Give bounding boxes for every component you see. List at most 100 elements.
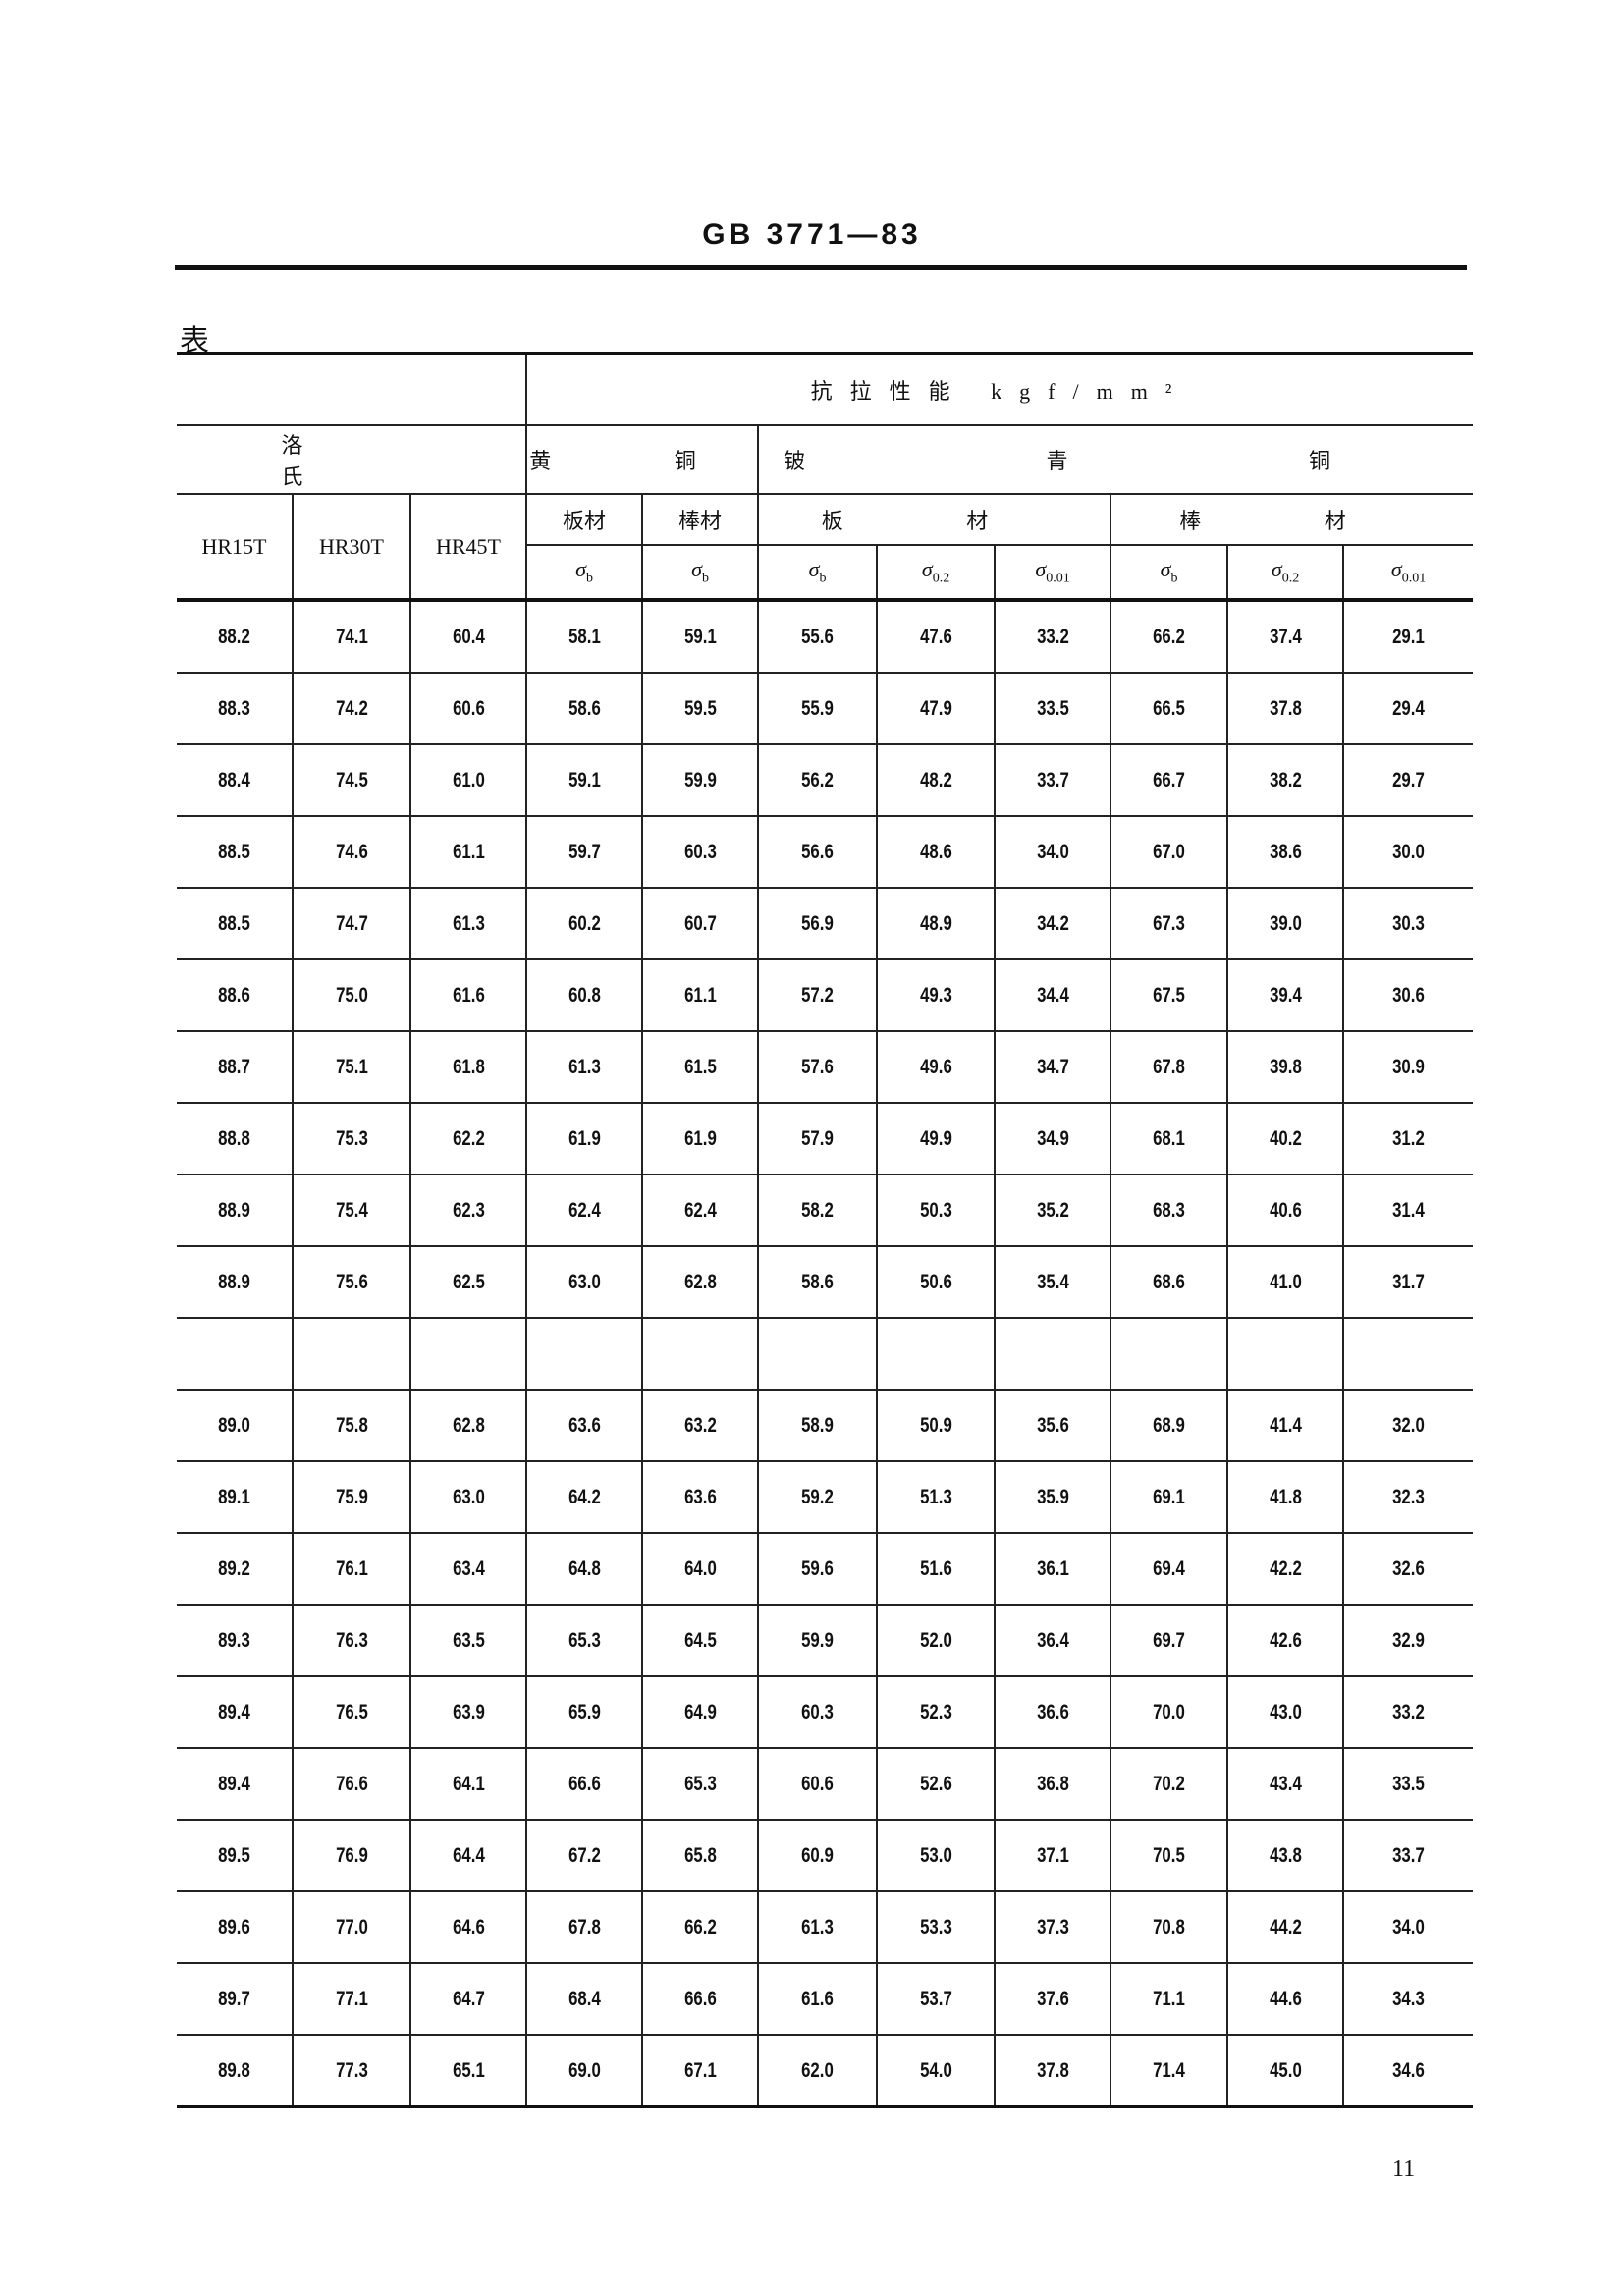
sigma-subscript: b: [585, 571, 593, 586]
table-cell: 74.6: [292, 815, 411, 889]
table-cell: 31.4: [1342, 1174, 1474, 1247]
cell-value: 58.6: [568, 696, 601, 720]
cell-value: 64.8: [568, 1557, 601, 1580]
table-cell: 35.6: [994, 1389, 1112, 1462]
sigma-symbol: σ: [921, 557, 933, 582]
table-cell: 63.2: [641, 1389, 760, 1462]
table-cell: 30.3: [1342, 887, 1474, 960]
stress-symbol-header: σb: [525, 544, 644, 602]
table-cell: 61.5: [641, 1030, 760, 1104]
cell-value: 68.3: [1153, 1198, 1185, 1222]
cell-value: 67.2: [568, 1843, 601, 1867]
cell-value: 67.8: [1153, 1055, 1185, 1078]
cell-value: 66.7: [1153, 768, 1185, 792]
stress-symbol-header: σb: [757, 544, 879, 602]
stress-symbol-header: σb: [641, 544, 760, 602]
table-cell: 29.1: [1342, 598, 1474, 674]
cell-value: 33.5: [1392, 1772, 1425, 1795]
table-cell: 40.6: [1226, 1174, 1345, 1247]
table-cell: 56.9: [757, 887, 879, 960]
cell-value: 75.0: [335, 983, 368, 1007]
cell-value: 60.8: [568, 983, 601, 1007]
table-row: 88.6 75.0 61.6 60.8 61.1 57.2 49.3 34.4 67.5 39.4…: [177, 958, 1474, 1032]
table-cell: 61.8: [408, 1030, 528, 1104]
tensile-properties-header: 抗拉性能 kgf/mm²: [525, 352, 1474, 426]
table-cell: 67.2: [525, 1819, 644, 1892]
table-cell: 88.4: [177, 743, 294, 817]
table-cell: 61.9: [641, 1102, 760, 1175]
table-cell: 52.0: [876, 1604, 997, 1677]
table-cell: 70.0: [1110, 1675, 1229, 1749]
table-cell: 53.3: [876, 1890, 997, 1964]
table-cell: 41.8: [1226, 1460, 1345, 1534]
cell-value: 52.0: [919, 1628, 952, 1652]
table-cell: 59.6: [757, 1532, 879, 1606]
cell-value: 56.9: [801, 911, 834, 935]
table-cell: 66.7: [1110, 743, 1229, 817]
table-cell: 68.4: [525, 1962, 644, 2036]
table-cell: 63.6: [525, 1389, 644, 1462]
table-cell: 88.7: [177, 1030, 294, 1104]
table-cell: 88.5: [177, 887, 294, 960]
table-cell: 88.3: [177, 672, 294, 745]
cell-value: 66.2: [1153, 625, 1185, 648]
table-cell: 89.8: [177, 2034, 294, 2108]
cell-value: 76.3: [335, 1628, 368, 1652]
table-cell: 67.8: [525, 1890, 644, 1964]
cell-value: 32.0: [1392, 1413, 1425, 1437]
table-cell: 35.4: [994, 1245, 1112, 1319]
cell-value: 88.2: [218, 625, 250, 648]
cell-value: 69.4: [1153, 1557, 1185, 1580]
cell-value: 66.6: [568, 1772, 601, 1795]
table-cell: 67.1: [641, 2034, 760, 2108]
cell-value: 89.4: [218, 1772, 250, 1795]
cell-value: 49.6: [919, 1055, 952, 1078]
cell-value: 67.5: [1153, 983, 1185, 1007]
cell-value: 61.1: [683, 983, 717, 1007]
cell-value: 35.4: [1036, 1270, 1069, 1293]
cell-value: 43.0: [1269, 1700, 1302, 1723]
table-cell: 60.3: [641, 815, 760, 889]
table-cell: 52.6: [876, 1747, 997, 1821]
table-cell: 49.6: [876, 1030, 997, 1104]
cell-value: 44.6: [1269, 1987, 1302, 2010]
table-cell: 33.7: [1342, 1819, 1474, 1892]
table-cell: 68.1: [1110, 1102, 1229, 1175]
cell-value: 55.9: [801, 696, 834, 720]
table-cell: [641, 1317, 760, 1391]
table-cell: 76.1: [292, 1532, 411, 1606]
cell-value: 75.4: [335, 1198, 368, 1222]
table-cell: 59.5: [641, 672, 760, 745]
table-cell: 49.9: [876, 1102, 997, 1175]
table-cell: 64.6: [408, 1890, 528, 1964]
cell-value: 36.1: [1036, 1557, 1069, 1580]
cell-value: 37.8: [1036, 2058, 1069, 2082]
cell-value: 69.7: [1153, 1628, 1185, 1652]
table-cell: [1342, 1317, 1474, 1391]
table-cell: 34.2: [994, 887, 1112, 960]
cell-value: 74.1: [335, 625, 368, 648]
table-cell: 75.8: [292, 1389, 411, 1462]
cell-value: 59.1: [568, 768, 601, 792]
table-cell: 33.5: [994, 672, 1112, 745]
cell-value: 37.4: [1269, 625, 1302, 648]
table-cell: 65.1: [408, 2034, 528, 2108]
sigma-subscript: b: [1170, 571, 1178, 586]
brass-bar-header: 棒材: [641, 493, 760, 546]
cell-value: 60.4: [452, 625, 485, 648]
cell-value: 64.7: [452, 1987, 485, 2010]
header-rule: [175, 265, 1467, 270]
table-cell: 32.9: [1342, 1604, 1474, 1677]
table-cell: [994, 1317, 1112, 1391]
cell-value: 42.2: [1269, 1557, 1302, 1580]
cell-value: 63.5: [452, 1628, 485, 1652]
table-row: [177, 1317, 1474, 1391]
page-number: 11: [1392, 2157, 1416, 2182]
sigma-subscript: 0.2: [1281, 571, 1300, 586]
cell-value: 56.2: [801, 768, 834, 792]
cell-value: 30.0: [1392, 840, 1425, 863]
cell-value: 53.7: [919, 1987, 952, 2010]
table-cell: 64.1: [408, 1747, 528, 1821]
cell-value: 34.4: [1036, 983, 1069, 1007]
cell-value: 88.9: [218, 1270, 250, 1293]
